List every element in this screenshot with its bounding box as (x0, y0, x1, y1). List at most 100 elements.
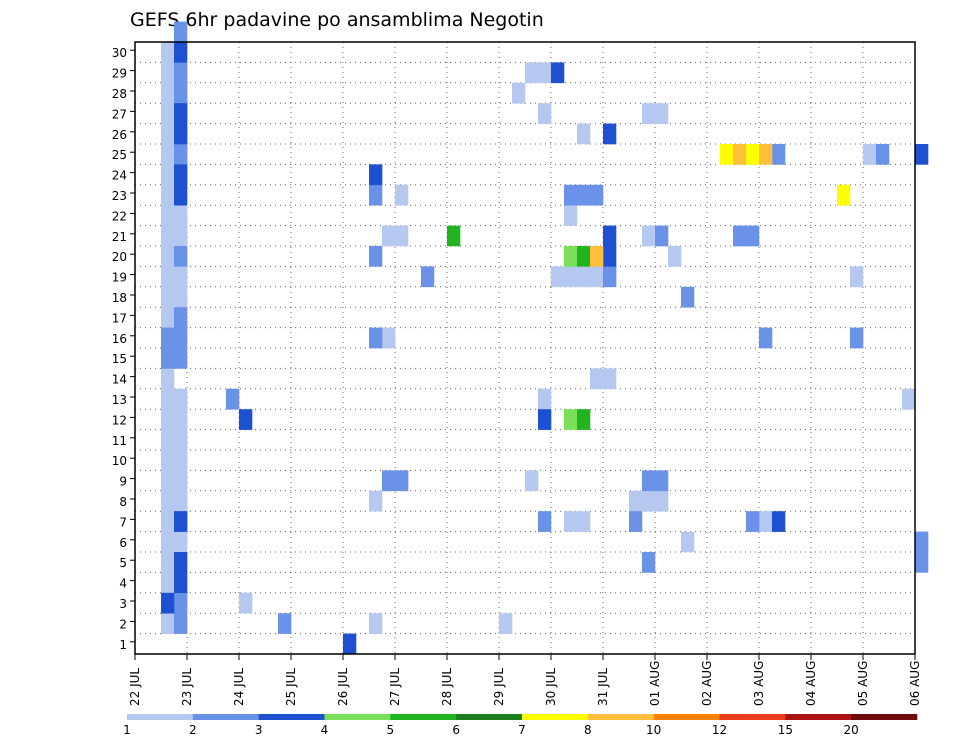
colorbar-label: 12 (712, 723, 727, 737)
colorbar: 1 2 3 4 5 6 7 8 10 12 15 20 (123, 714, 918, 737)
y-tick-label: 12 (112, 413, 127, 427)
colorbar-swatch (653, 714, 720, 720)
data-cells (161, 21, 929, 655)
data-cell (369, 327, 383, 349)
data-cell (603, 368, 617, 390)
data-cell (174, 572, 188, 594)
y-tick-label: 4 (119, 577, 127, 591)
colorbar-swatch (324, 714, 391, 720)
y-tick-label: 19 (112, 271, 127, 285)
y-tick-label: 26 (112, 128, 127, 142)
x-tick-label: 27 JUL (388, 668, 402, 706)
data-cell (174, 613, 188, 634)
data-cell (174, 388, 188, 410)
data-cell (174, 184, 188, 206)
data-cell (161, 42, 175, 63)
y-tick-label: 21 (112, 230, 127, 244)
y-tick-label: 13 (112, 393, 127, 407)
data-cell (746, 144, 760, 165)
colorbar-swatch (192, 714, 259, 720)
data-cell (681, 531, 695, 553)
y-tick-label: 9 (119, 475, 127, 489)
data-cell (395, 225, 409, 247)
colorbar-swatch (785, 714, 852, 720)
x-tick-label: 06 AUG (908, 661, 922, 706)
chart-title: GEFS 6hr padavine po ansamblima Negotin (130, 9, 544, 31)
data-cell (577, 511, 591, 532)
data-cell (174, 144, 188, 165)
data-cell (174, 123, 188, 145)
data-cell (161, 286, 175, 308)
data-cell (239, 592, 253, 614)
data-cell (538, 103, 552, 124)
data-cell (876, 144, 890, 165)
data-cell (642, 552, 656, 573)
data-cell (174, 103, 188, 124)
data-cell (174, 307, 188, 328)
data-cell (590, 368, 604, 390)
y-tick-label: 29 (112, 67, 127, 81)
data-cell (759, 327, 773, 349)
y-tick-label: 5 (119, 556, 127, 570)
y-tick-label: 11 (112, 434, 127, 448)
x-tick-label: 30 JUL (544, 668, 558, 706)
y-tick-label: 23 (112, 189, 127, 203)
data-cell (603, 225, 617, 247)
data-cell (161, 82, 175, 104)
data-cell (174, 286, 188, 308)
data-cell (746, 511, 760, 532)
y-tick-label: 2 (119, 617, 127, 631)
data-cell (161, 490, 175, 512)
data-cell (174, 348, 188, 369)
colorbar-label: 4 (321, 723, 329, 737)
data-cell (655, 225, 669, 247)
data-cell (174, 205, 188, 226)
data-cell (681, 286, 695, 308)
data-cell (629, 511, 643, 532)
data-cell (174, 62, 188, 84)
y-axis: 1234567891011121314151617181920212223242… (112, 46, 135, 652)
data-cell (915, 531, 929, 553)
x-tick-label: 25 JUL (284, 668, 298, 706)
data-cell (759, 144, 773, 165)
data-cell (538, 409, 552, 430)
x-tick-label: 31 JUL (596, 668, 610, 706)
data-cell (226, 388, 240, 410)
data-cell (603, 123, 617, 145)
data-cell (161, 572, 175, 594)
data-cell (161, 327, 175, 349)
data-cell (642, 225, 656, 247)
data-cell (538, 511, 552, 532)
x-tick-label: 03 AUG (752, 661, 766, 706)
data-cell (174, 592, 188, 614)
data-cell (564, 266, 578, 288)
data-cell (915, 144, 929, 165)
colorbar-label: 6 (452, 723, 460, 737)
data-cell (161, 368, 175, 390)
colorbar-label: 3 (255, 723, 263, 737)
x-tick-label: 29 JUL (492, 668, 506, 706)
data-cell (161, 205, 175, 226)
x-tick-label: 04 AUG (804, 661, 818, 706)
colorbar-label: 5 (387, 723, 395, 737)
x-tick-label: 23 JUL (180, 668, 194, 706)
data-cell (161, 184, 175, 206)
data-cell (564, 184, 578, 206)
data-cell (551, 62, 565, 84)
colorbar-label: 1 (123, 723, 131, 737)
colorbar-swatch (851, 714, 918, 720)
data-cell (174, 42, 188, 63)
data-cell (564, 205, 578, 226)
data-cell (174, 82, 188, 104)
data-cell (161, 409, 175, 430)
data-cell (174, 164, 188, 186)
y-tick-label: 1 (119, 638, 127, 652)
data-cell (161, 144, 175, 165)
y-tick-label: 27 (112, 107, 127, 121)
y-tick-label: 8 (119, 495, 127, 509)
data-cell (590, 266, 604, 288)
data-cell (850, 266, 864, 288)
data-cell (538, 388, 552, 410)
data-cell (161, 429, 175, 451)
